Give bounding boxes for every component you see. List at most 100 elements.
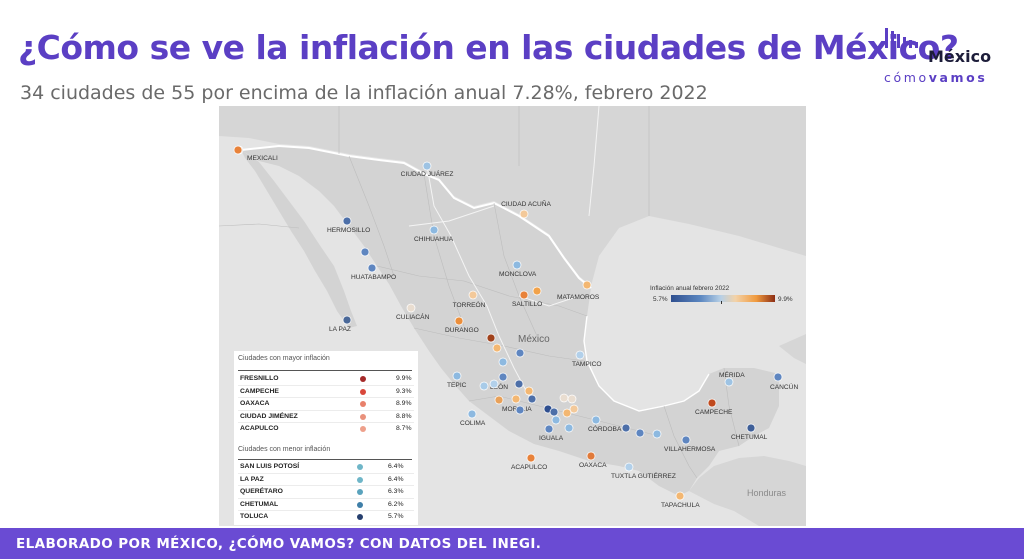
city-marker[interactable] [575,350,585,360]
city-marker[interactable] [367,263,377,273]
city-marker[interactable] [562,408,572,418]
ranking-row: TOLUCA 5.7% [238,509,414,523]
ranking-row: OAXACA 8.9% [238,397,414,410]
city-marker[interactable] [652,429,662,439]
ranking-city-name: CAMPECHE [240,388,279,396]
city-marker[interactable] [635,428,645,438]
ranking-value: 6.4% [388,463,404,470]
city-marker[interactable] [681,435,691,445]
city-marker[interactable] [773,372,783,382]
city-marker[interactable] [524,386,534,396]
city-marker[interactable] [532,286,542,296]
city-marker[interactable] [467,409,477,419]
city-label: TAMPICO [572,361,602,368]
bottom-panel-rule [238,459,412,460]
central-america [689,456,806,526]
city-marker[interactable] [559,393,569,403]
gulf-coast [583,315,710,412]
city-marker[interactable] [406,303,416,313]
legend-gradient [671,295,775,302]
city-marker[interactable] [514,379,524,389]
city-marker[interactable] [512,260,522,270]
ranking-city-name: ACAPULCO [240,424,279,432]
city-marker[interactable] [486,333,496,343]
city-marker[interactable] [342,315,352,325]
city-marker[interactable] [564,423,574,433]
city-marker[interactable] [519,209,529,219]
city-marker[interactable] [360,247,370,257]
city-marker[interactable] [515,405,525,415]
legend-title: Inflación anual febrero 2022 [650,285,730,292]
ranking-row: QUERÉTARO 6.3% [238,485,414,498]
baja-california [241,150,357,328]
city-marker[interactable] [526,453,536,463]
city-marker[interactable] [452,371,462,381]
ranking-dot-icon [357,501,363,508]
inflation-map[interactable]: México Honduras MEXICALI CIUDAD JUÁREZ HER… [219,106,806,526]
ranking-row: CAMPECHE 9.3% [238,385,414,398]
city-marker[interactable] [549,407,559,417]
city-marker[interactable] [551,415,561,425]
city-marker[interactable] [621,423,631,433]
ranking-row: FRESNILLO 9.9% [238,373,414,385]
city-marker[interactable] [582,280,592,290]
ranking-city-name: TOLUCA [240,512,269,520]
footer-credit: ELABORADO POR MÉXICO, ¿CÓMO VAMOS? CON D… [16,536,542,552]
page-subtitle: 34 ciudades de 55 por encima de la infla… [20,82,708,104]
top-panel-heading: Ciudades con mayor inflación [238,355,330,362]
city-label: CHIHUAHUA [414,236,454,243]
ranking-city-name: LA PAZ [240,476,264,484]
city-marker[interactable] [498,372,508,382]
city-marker[interactable] [544,424,554,434]
city-marker[interactable] [429,225,439,235]
city-marker[interactable] [567,394,577,404]
ranking-row: ACAPULCO 8.7% [238,421,414,435]
city-label: CÓRDOBA [588,424,622,433]
city-markers: MEXICALI CIUDAD JUÁREZ HERMOSILLO CHIHUAHUA… [233,145,798,509]
city-marker[interactable] [519,290,529,300]
highways [408,106,600,397]
city-marker[interactable] [624,462,634,472]
city-marker[interactable] [675,491,685,501]
ranking-value: 9.3% [396,388,412,396]
logo-sub-light: cómo [884,70,929,85]
ranking-dot-icon [360,425,366,432]
city-label: HUATABAMPO [351,274,396,281]
city-label: MONCLOVA [499,271,537,278]
city-marker[interactable] [233,145,243,155]
city-marker[interactable] [454,316,464,326]
ranking-row: LA PAZ 6.4% [238,473,414,486]
city-marker[interactable] [494,395,504,405]
city-marker[interactable] [422,161,432,171]
ranking-dot-icon [360,389,366,396]
city-marker[interactable] [746,423,756,433]
city-label: CIUDAD JUÁREZ [401,169,454,178]
ranking-dot-icon [357,464,363,470]
city-marker[interactable] [468,290,478,300]
ranking-dot-icon [360,413,366,420]
country-label: México [518,334,550,345]
city-marker[interactable] [489,379,499,389]
ranking-row: CHETUMAL 6.2% [238,497,414,511]
city-label: CIUDAD ACUÑA [501,199,551,208]
city-label: COLIMA [460,420,486,427]
neighbor-label: Honduras [747,488,787,498]
logo-bars-icon [885,28,924,48]
city-marker[interactable] [479,381,489,391]
city-marker[interactable] [511,394,521,404]
city-marker[interactable] [707,398,717,408]
city-marker[interactable] [515,348,525,358]
city-marker[interactable] [569,404,579,414]
city-marker[interactable] [527,394,537,404]
city-marker[interactable] [724,377,734,387]
city-marker[interactable] [591,415,601,425]
city-marker[interactable] [586,451,596,461]
city-label: TEPIC [447,382,467,389]
ranking-panel: Ciudades con mayor inflación FRESNILLO 9.… [234,351,418,525]
city-marker[interactable] [492,343,502,353]
map-svg: México Honduras MEXICALI CIUDAD JUÁREZ HER… [219,106,806,526]
legend-max: 9.9% [778,296,793,303]
city-marker[interactable] [498,357,508,367]
legend-min: 5.7% [653,296,668,303]
city-marker[interactable] [342,216,352,226]
